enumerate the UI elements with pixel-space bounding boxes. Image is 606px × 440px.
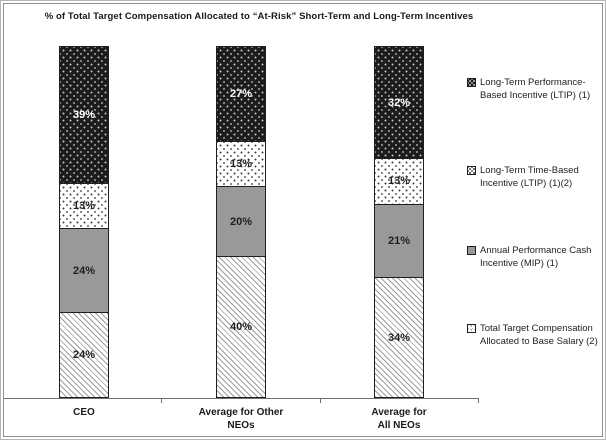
bar-segment: 24% [60, 313, 108, 397]
legend-label: Long-Term Time-Based Incentive (LTIP) (1)… [480, 165, 579, 189]
legend-swatch-icon [467, 78, 476, 87]
bar-segment: 40% [217, 257, 265, 397]
segment-value-label: 13% [229, 157, 253, 170]
segment-value-label: 13% [72, 199, 96, 212]
segment-value-label: 39% [72, 108, 96, 121]
legend-label: Total Target Compensation Allocated to Ba… [480, 323, 598, 347]
axis-tick [161, 399, 162, 403]
bar-segment: 24% [60, 229, 108, 313]
segment-value-label: 24% [72, 349, 96, 361]
segment-value-label: 20% [229, 215, 253, 228]
stacked-bar-average-for-other-neos: 27% 13% 20% 40% [216, 46, 266, 398]
segment-value-label: 40% [229, 321, 253, 333]
axis-tick [320, 399, 321, 403]
legend-entry: Annual Performance Cash Incentive (MIP) (… [467, 244, 605, 270]
axis-tick [478, 399, 479, 403]
chart-title: % of Total Target Compensation Allocated… [44, 11, 474, 22]
bar-segment: 20% [217, 187, 265, 257]
legend-entry: Long-Term Time-Based Incentive (LTIP) (1)… [467, 164, 605, 190]
x-axis-line [4, 398, 479, 399]
segment-value-label: 24% [72, 264, 96, 277]
segment-value-label: 34% [387, 331, 411, 344]
stacked-bar-ceo: 39% 13% 24% 24% [59, 46, 109, 398]
legend-swatch-icon [467, 246, 476, 255]
legend-swatch-icon [467, 324, 476, 333]
bar-segment: 13% [60, 183, 108, 229]
bar-segment: 13% [375, 159, 423, 205]
segment-value-label: 27% [229, 87, 253, 100]
legend-swatch-icon [467, 166, 476, 175]
legend-label: Annual Performance Cash Incentive (MIP) (… [480, 245, 592, 269]
legend-entry: Long-Term Performance- Based Incentive (L… [467, 76, 605, 102]
bar-segment: 39% [60, 47, 108, 184]
category-label: Average for All NEOs [371, 407, 427, 431]
segment-value-label: 32% [387, 96, 411, 109]
legend-entry: Total Target Compensation Allocated to Ba… [467, 322, 605, 348]
category-label: CEO [73, 407, 95, 418]
segment-value-label: 21% [387, 234, 411, 247]
bar-segment: 27% [217, 47, 265, 142]
bar-segment: 13% [217, 141, 265, 187]
bar-segment: 21% [375, 204, 423, 278]
bar-segment: 32% [375, 47, 423, 159]
stacked-bar-average-for-all-neos: 32% 13% 21% 34% [374, 46, 424, 398]
category-label: Average for Other NEOs [198, 407, 284, 431]
bar-segment: 34% [375, 278, 423, 397]
segment-value-label: 13% [387, 175, 411, 188]
legend-label: Long-Term Performance- Based Incentive (L… [480, 77, 591, 101]
